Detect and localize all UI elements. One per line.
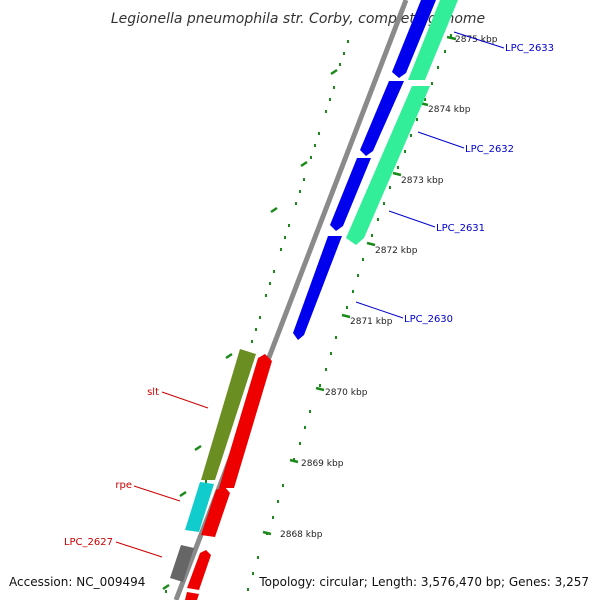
gene-blue-lpc-2633[interactable]: [392, 0, 436, 78]
leader-line: [161, 391, 209, 409]
green-genes[interactable]: [346, 0, 458, 245]
gene-label-lpc-2631[interactable]: LPC_2631: [436, 223, 485, 234]
accession-text: Accession: NC_009494: [9, 575, 145, 589]
tick-label: 2868 kbp: [280, 530, 323, 540]
gene-green-2[interactable]: [346, 86, 430, 245]
gene-blue-lpc-2630[interactable]: [293, 236, 342, 340]
gene-label-lpc-2633[interactable]: LPC_2633: [505, 43, 554, 54]
right-gene-labels: LPC_2633 LPC_2632 LPC_2631 LPC_2630: [355, 31, 554, 325]
tick-label: 2875 kbp: [455, 35, 498, 45]
tick-label: 2870 kbp: [325, 388, 368, 398]
left-gene-labels: slt rpe LPC_2627: [64, 387, 209, 558]
tick-label: 2869 kbp: [301, 459, 344, 469]
gene-label-lpc-2632[interactable]: LPC_2632: [465, 144, 514, 155]
map-title: Legionella pneumophila str. Corby, compl…: [111, 11, 485, 27]
leader-line: [115, 541, 163, 558]
gene-red-1[interactable]: [219, 354, 272, 488]
gene-red-3[interactable]: [187, 550, 211, 590]
leader-line: [355, 301, 404, 319]
leader-line: [133, 485, 181, 502]
gene-blue-lpc-2631[interactable]: [330, 158, 371, 231]
gene-gray-lpc-2627[interactable]: [170, 545, 194, 582]
topology-text: Topology: circular; Length: 3,576,470 bp…: [258, 575, 589, 589]
leader-line: [453, 31, 505, 49]
tick-label: 2871 kbp: [350, 317, 393, 327]
tick-label: 2874 kbp: [428, 105, 471, 115]
forward-genes[interactable]: [293, 0, 436, 340]
gene-label-lpc-2630[interactable]: LPC_2630: [404, 314, 453, 325]
gene-blue-lpc-2632[interactable]: [360, 81, 404, 156]
tick-labels: 2875 kbp 2874 kbp 2873 kbp 2872 kbp 2871…: [280, 35, 498, 540]
tick-label: 2872 kbp: [375, 246, 418, 256]
gene-olive-slt[interactable]: [201, 349, 256, 480]
gene-red-2[interactable]: [201, 486, 230, 537]
tick-label: 2873 kbp: [401, 176, 444, 186]
gene-label-lpc-2627[interactable]: LPC_2627: [64, 537, 113, 548]
gene-green-1[interactable]: [408, 0, 458, 80]
tick-marks: [162, 35, 457, 591]
gene-cyan-rpe[interactable]: [185, 482, 214, 532]
gene-red-4[interactable]: [185, 592, 199, 600]
gene-label-slt[interactable]: slt: [147, 387, 159, 398]
leader-line: [388, 210, 436, 228]
leader-line: [417, 131, 465, 149]
gene-label-rpe[interactable]: rpe: [115, 480, 132, 491]
reverse-genes[interactable]: [170, 349, 272, 600]
